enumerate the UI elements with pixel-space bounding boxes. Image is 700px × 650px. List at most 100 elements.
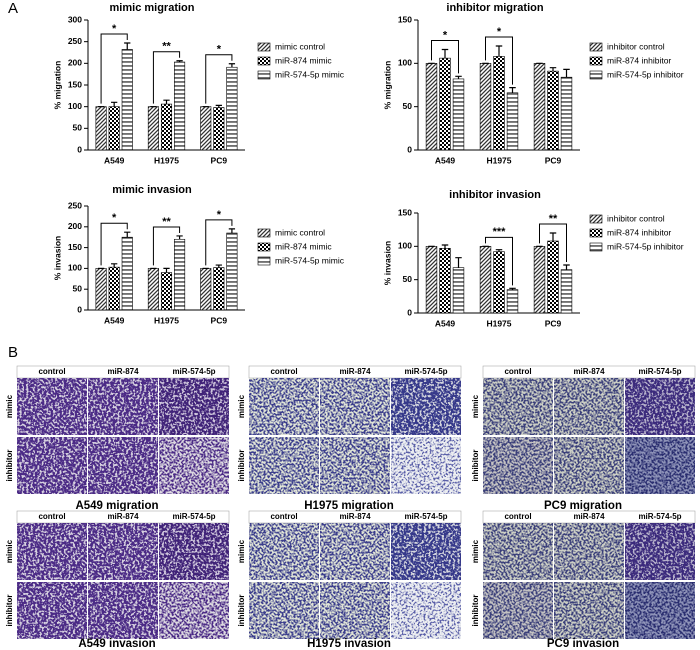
row-label: mimic	[5, 394, 14, 418]
error-bar	[509, 287, 516, 290]
x-tick-label: PC9	[545, 318, 562, 328]
row-label: inhibitor	[237, 595, 246, 627]
micrograph-cells	[483, 378, 553, 435]
bar	[200, 106, 212, 151]
bar	[226, 66, 238, 151]
row-label: mimic	[237, 394, 246, 418]
y-axis-label: % invasion	[382, 241, 392, 285]
legend-label: miR-574-5p inhibitor	[607, 241, 684, 251]
legend-swatch	[589, 70, 603, 80]
y-tick-label: 100	[398, 58, 412, 68]
panel-caption: PC9 invasion	[547, 638, 619, 650]
row-label: inhibitor	[471, 450, 480, 482]
micrograph-cells	[320, 582, 390, 639]
x-tick-label: H1975	[154, 155, 179, 165]
bar	[547, 70, 559, 151]
significance-bracket	[152, 51, 181, 104]
y-axis-label: % migration	[52, 61, 62, 110]
column-header: miR-574-5p	[172, 512, 215, 521]
error-bar	[124, 231, 131, 238]
bar	[160, 103, 173, 151]
x-tick-label: PC9	[545, 155, 562, 165]
legend-swatch	[257, 70, 271, 80]
y-axis-label: % migration	[382, 61, 392, 110]
micrograph-cells	[159, 523, 229, 580]
row-label: mimic	[471, 394, 480, 418]
x-tick-label: H1975	[154, 315, 179, 325]
micrograph-cells	[17, 582, 87, 639]
bar	[533, 246, 546, 314]
micrograph-cells	[483, 437, 553, 494]
y-tick-label: 300	[68, 14, 82, 24]
column-header: control	[270, 512, 297, 521]
bar	[493, 56, 505, 151]
legend-label: miR-874 inhibitor	[607, 55, 671, 65]
significance-label: *	[497, 26, 502, 38]
micrograph-cells	[625, 437, 695, 494]
column-header: miR-874	[107, 512, 139, 521]
column-header: miR-574-5p	[638, 512, 681, 521]
legend-label: miR-574-5p mimic	[275, 69, 345, 79]
bar	[425, 246, 438, 314]
y-tick-label: 200	[68, 58, 82, 68]
micrograph-cells	[483, 523, 553, 580]
y-tick-label: 150	[398, 207, 412, 217]
chart-title: inhibitor migration	[446, 2, 543, 14]
significance-label: *	[112, 212, 117, 224]
legend-label: mimic control	[275, 227, 325, 237]
column-header: control	[270, 367, 297, 376]
y-tick-label: 0	[407, 307, 412, 317]
bar	[452, 267, 465, 314]
error-bar	[549, 232, 557, 241]
error-bar	[176, 235, 183, 240]
significance-bracket	[100, 33, 128, 104]
x-tick-label: A549	[104, 155, 125, 165]
panel-label: B	[8, 344, 18, 361]
micrograph-cells	[159, 378, 229, 435]
y-tick-label: 150	[398, 14, 412, 24]
error-bar	[563, 264, 570, 270]
column-header: miR-574-5p	[404, 512, 447, 521]
bar	[95, 106, 107, 151]
chart-title: mimic migration	[110, 2, 195, 14]
bar	[547, 240, 559, 314]
column-header: control	[38, 512, 65, 521]
legend-label: inhibitor control	[607, 213, 665, 223]
x-tick-label: PC9	[211, 315, 228, 325]
column-header: miR-574-5p	[172, 367, 215, 376]
y-tick-label: 50	[403, 274, 413, 284]
legend-swatch	[257, 256, 271, 266]
error-bar	[124, 42, 131, 50]
micrograph-cells	[554, 437, 624, 494]
bar	[147, 106, 159, 151]
micrograph-cells	[88, 582, 158, 639]
error-bar	[176, 60, 183, 63]
row-label: inhibitor	[237, 450, 246, 482]
error-bar	[455, 257, 462, 268]
column-header: miR-874	[107, 367, 139, 376]
bar	[213, 107, 225, 151]
legend-label: miR-874 mimic	[275, 55, 332, 65]
micrograph-cells	[625, 378, 695, 435]
bar	[479, 246, 492, 314]
significance-label: *	[443, 29, 448, 41]
bar	[560, 269, 573, 314]
bar	[200, 268, 212, 311]
micrograph-cells	[17, 378, 87, 435]
column-header: control	[504, 367, 531, 376]
error-bar	[215, 264, 222, 268]
micrograph-cells	[88, 378, 158, 435]
legend-swatch	[257, 242, 271, 252]
legend-swatch	[589, 214, 603, 224]
legend-swatch	[257, 228, 271, 238]
column-header: miR-874	[339, 512, 371, 521]
micrograph-cells	[320, 437, 390, 494]
bar	[121, 49, 133, 151]
column-header: miR-874	[573, 367, 605, 376]
significance-bracket	[431, 39, 459, 74]
error-bar	[495, 45, 503, 57]
panel-caption: PC9 migration	[544, 500, 622, 512]
y-tick-label: 200	[68, 221, 82, 231]
bar	[121, 236, 133, 311]
